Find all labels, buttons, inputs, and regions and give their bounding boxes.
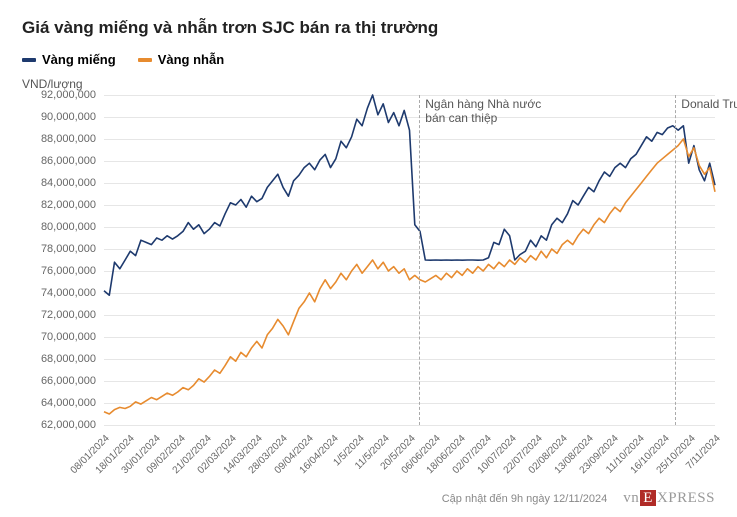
y-tick-label: 70,000,000: [41, 331, 96, 343]
legend-label-nhan: Vàng nhẫn: [158, 52, 224, 67]
legend-item-mieng: Vàng miếng: [22, 52, 116, 67]
y-tick-label: 84,000,000: [41, 177, 96, 189]
grid-line: [104, 425, 715, 426]
y-tick-label: 82,000,000: [41, 199, 96, 211]
y-tick-label: 78,000,000: [41, 243, 96, 255]
annotation-text: Donald Trump đắc cử: [681, 97, 737, 111]
legend-swatch-mieng: [22, 58, 36, 62]
y-tick-label: 72,000,000: [41, 309, 96, 321]
y-tick-label: 90,000,000: [41, 111, 96, 123]
updated-text: Cập nhật đến 9h ngày 12/11/2024: [442, 493, 608, 505]
y-tick-label: 74,000,000: [41, 287, 96, 299]
y-axis-unit: VND/lượng: [22, 77, 715, 91]
line-layer: [104, 95, 715, 425]
y-axis-labels: 62,000,00064,000,00066,000,00068,000,000…: [22, 95, 100, 425]
y-tick-label: 64,000,000: [41, 397, 96, 409]
series-line: [104, 95, 715, 295]
y-tick-label: 88,000,000: [41, 133, 96, 145]
y-tick-label: 80,000,000: [41, 221, 96, 233]
chart-area: 62,000,00064,000,00066,000,00068,000,000…: [22, 95, 715, 425]
y-tick-label: 66,000,000: [41, 375, 96, 387]
legend: Vàng miếng Vàng nhẫn: [22, 52, 715, 67]
y-tick-label: 76,000,000: [41, 265, 96, 277]
brand-prefix: vn: [623, 490, 639, 506]
annotation-line: [675, 95, 676, 425]
y-tick-label: 92,000,000: [41, 89, 96, 101]
legend-item-nhan: Vàng nhẫn: [138, 52, 224, 67]
y-tick-label: 86,000,000: [41, 155, 96, 167]
legend-swatch-nhan: [138, 58, 152, 62]
y-tick-label: 68,000,000: [41, 353, 96, 365]
annotation-line: [419, 95, 420, 425]
x-axis-labels: 08/01/202418/01/202430/01/202409/02/2024…: [104, 429, 715, 499]
plot-area: Ngân hàng Nhà nước bán can thiệpDonald T…: [104, 95, 715, 425]
footer: Cập nhật đến 9h ngày 12/11/2024 vnEXPRES…: [22, 490, 715, 507]
series-line: [104, 139, 715, 414]
legend-label-mieng: Vàng miếng: [42, 52, 116, 67]
annotation-text: Ngân hàng Nhà nước bán can thiệp: [425, 97, 545, 126]
y-tick-label: 62,000,000: [41, 419, 96, 431]
brand-logo: vnEXPRESS: [623, 490, 715, 507]
chart-title: Giá vàng miếng và nhẫn trơn SJC bán ra t…: [22, 18, 715, 38]
brand-highlight: E: [640, 490, 656, 506]
brand-suffix: XPRESS: [657, 490, 715, 506]
